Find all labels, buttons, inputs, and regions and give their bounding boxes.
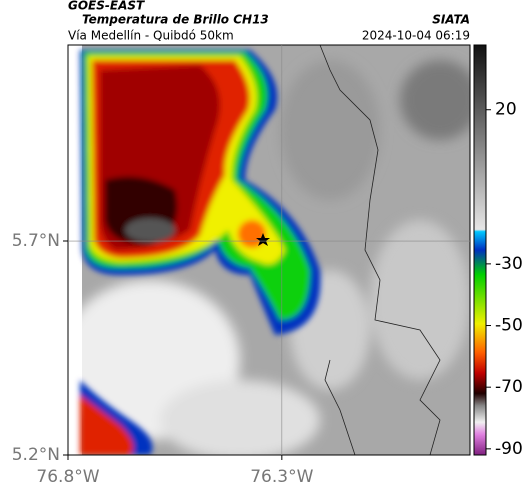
colorbar-label: -70 (495, 377, 523, 397)
satellite-image (68, 45, 470, 455)
colorbar-label: -30 (495, 254, 523, 274)
y-tick-label: 5.7°N (12, 231, 60, 251)
map-frame (67, 44, 471, 456)
x-tick-label: 76.8°W (36, 467, 99, 487)
region: Vía Medellín - Quibdó 50km (68, 29, 234, 43)
x-tick-label: 76.3°W (250, 467, 313, 487)
datetime: 2024-10-04 06:19 (362, 29, 470, 43)
colorbar-label: -50 (495, 316, 523, 336)
colorbar (473, 44, 487, 456)
colorbar-label: -90 (495, 439, 523, 459)
colorbar-label: 20 (495, 100, 517, 120)
title: GOES-EAST (68, 0, 145, 13)
y-tick-label: 5.2°N (12, 445, 60, 465)
source: SIATA (432, 13, 470, 27)
subtitle: Temperatura de Brillo CH13 (82, 13, 269, 27)
